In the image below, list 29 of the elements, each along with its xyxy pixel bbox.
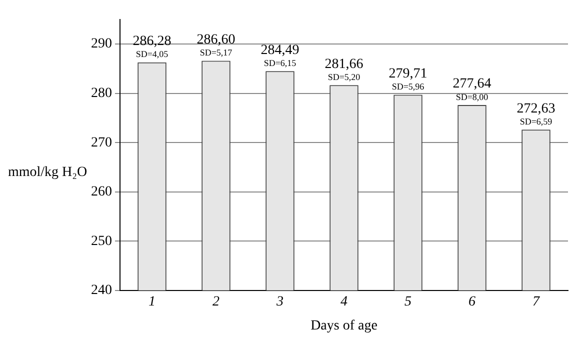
y-tick-label: 240 <box>91 283 112 298</box>
data-label: 277,64 <box>452 76 492 92</box>
y-tick-label: 280 <box>91 86 112 101</box>
data-label: 284,49 <box>260 42 300 58</box>
y-tick-label: 290 <box>91 36 112 52</box>
x-tick-label: 4 <box>340 294 348 310</box>
y-axis-title: mmol/kg H₂O <box>8 165 88 181</box>
y-tick-label: 260 <box>91 184 112 200</box>
annotation: SD=6,59 <box>520 116 553 126</box>
x-tick-label: 6 <box>468 294 476 310</box>
x-tick-label: 2 <box>212 294 220 310</box>
data-label: 281,66 <box>324 56 364 72</box>
data-label: 279,71 <box>388 66 428 82</box>
annotation: SD=6,15 <box>264 58 297 68</box>
annotation: SD=5,20 <box>328 72 361 82</box>
x-tick-label: 5 <box>404 294 412 310</box>
y-tick-label: 270 <box>91 135 112 150</box>
x-tick-label: 7 <box>532 294 540 310</box>
x-tick-label: 1 <box>148 294 156 310</box>
x-axis-title: Days of age <box>310 318 378 334</box>
y-tick-label: 250 <box>91 234 112 249</box>
annotation: SD=4,05 <box>136 49 169 60</box>
annotation: SD=8,00 <box>456 92 489 102</box>
x-tick-label: 3 <box>276 294 284 310</box>
data-label: 286,28 <box>132 34 172 50</box>
annotation: SD=5,96 <box>392 82 425 92</box>
data-label: 286,60 <box>196 32 236 48</box>
annotation: SD=5,17 <box>200 48 233 58</box>
data-label: 272,63 <box>516 101 556 116</box>
